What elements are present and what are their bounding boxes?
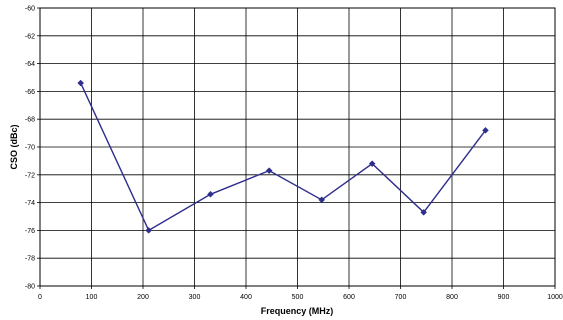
y-tick-label: -76: [25, 228, 35, 235]
x-tick-label: 700: [395, 294, 407, 301]
x-tick-label: 900: [498, 294, 510, 301]
y-tick-label: -64: [25, 61, 35, 68]
x-tick-label: 600: [343, 294, 355, 301]
series-line: [80, 82, 487, 232]
y-axis-title: CSO (dBc): [9, 124, 19, 169]
x-tick-label: 200: [137, 294, 149, 301]
data-point-marker: [77, 79, 85, 87]
y-tick-label: -60: [25, 6, 35, 13]
x-tick-labels: 0 100 200 300 400 500 600 700 800 900 1000: [38, 286, 563, 301]
x-tick-label: 500: [292, 294, 304, 301]
y-tick-label: -66: [25, 89, 35, 96]
series-layer: [77, 79, 489, 234]
y-tick-label: -68: [25, 117, 35, 124]
data-point-marker: [265, 167, 273, 174]
y-tick-label: -70: [25, 145, 35, 152]
y-tick-label: -78: [25, 256, 35, 263]
data-point-marker: [482, 126, 489, 134]
x-axis-title: Frequency (MHz): [261, 306, 334, 316]
x-tick-label: 1000: [547, 294, 563, 301]
data-point-marker: [318, 196, 326, 204]
data-point-marker: [207, 190, 214, 198]
y-tick-label: -74: [25, 200, 35, 207]
y-tick-label: -80: [25, 284, 35, 291]
x-tick-label: 300: [189, 294, 201, 301]
data-point-marker: [145, 227, 153, 234]
data-point-marker: [368, 160, 376, 168]
x-tick-label: 0: [38, 294, 42, 301]
x-tick-label: 800: [446, 294, 458, 301]
data-point-marker: [420, 208, 428, 216]
y-tick-label: -62: [25, 33, 35, 40]
y-tick-label: -72: [25, 172, 35, 179]
x-tick-label: 400: [240, 294, 252, 301]
x-tick-label: 100: [86, 294, 98, 301]
y-tick-labels: -80 -78 -76 -74 -72 -70 -68 -66 -64 -62 -60: [25, 6, 40, 291]
